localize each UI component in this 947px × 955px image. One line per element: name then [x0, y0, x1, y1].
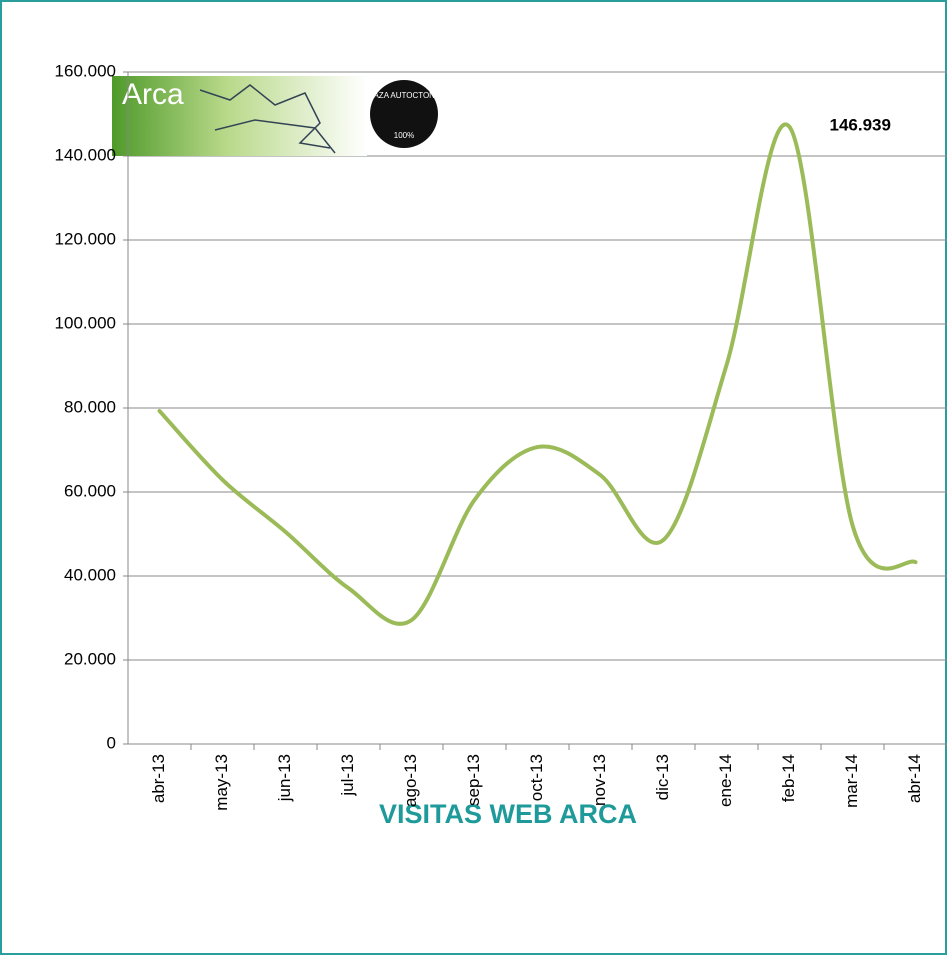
- x-tick-label: ene-14: [716, 754, 735, 807]
- x-tick-label: feb-14: [779, 754, 798, 802]
- logo-text: Arca: [122, 78, 184, 111]
- logo-badge-text: RAZA AUTOCTONA: [368, 91, 441, 100]
- y-tick-label: 160.000: [55, 61, 116, 80]
- x-tick-label: dic-13: [653, 754, 672, 800]
- y-tick-label: 40.000: [64, 565, 116, 584]
- logo-badge-pct: 100%: [394, 131, 414, 140]
- y-tick-label: 60.000: [64, 481, 116, 500]
- y-tick-label: 100.000: [55, 313, 116, 332]
- x-tick-label: oct-13: [527, 754, 546, 801]
- x-tick-label: nov-13: [590, 754, 609, 806]
- y-tick-label: 80.000: [64, 397, 116, 416]
- x-tick-label: may-13: [212, 754, 231, 811]
- x-tick-label: ago-13: [401, 754, 420, 807]
- x-tick-label: mar-14: [842, 754, 861, 808]
- y-tick-label: 20.000: [64, 649, 116, 668]
- x-tick-label: sep-13: [464, 754, 483, 806]
- y-tick-label: 120.000: [55, 229, 116, 248]
- x-tick-label: jul-13: [338, 754, 357, 797]
- y-tick-label: 140.000: [55, 145, 116, 164]
- x-tick-label: abr-13: [149, 754, 168, 803]
- y-tick-label: 0: [107, 733, 116, 752]
- chart: Arca RAZA AUTOCTONA 100% VISITAS WEB ARC…: [0, 0, 947, 955]
- x-tick-label: abr-14: [905, 754, 924, 803]
- data-label: 146.939: [830, 115, 891, 134]
- x-tick-label: jun-13: [275, 754, 294, 802]
- logo: Arca RAZA AUTOCTONA 100%: [112, 76, 441, 156]
